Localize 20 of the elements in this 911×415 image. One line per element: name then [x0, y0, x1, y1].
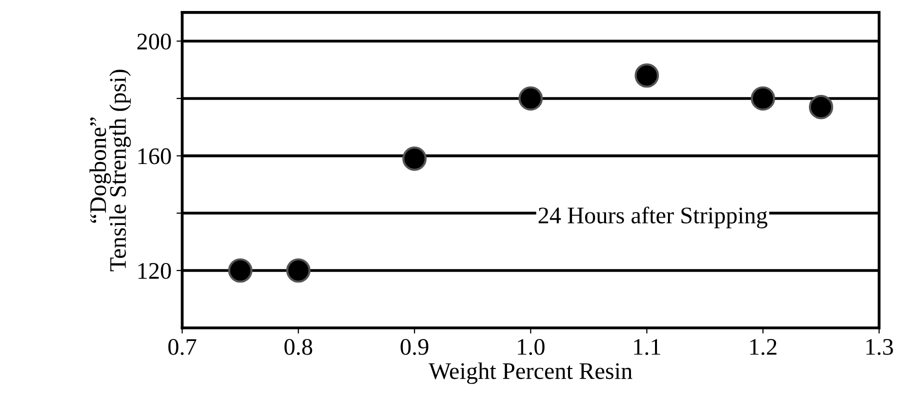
point [518, 86, 543, 111]
x-tick-label: 1.2 [750, 339, 776, 355]
x-tick-label: 1.3 [866, 339, 893, 355]
y-tick-label: 160 [138, 148, 171, 164]
x-tick-label: 0.7 [168, 338, 196, 355]
point [808, 94, 834, 120]
point [634, 63, 659, 88]
y-tick-label: 200 [137, 34, 171, 50]
point [228, 258, 252, 283]
annotation: 24 Hours after Stripping [538, 206, 768, 228]
x-axis-title: Weight Percent Resin [428, 362, 632, 384]
y-tick-label: 120 [138, 262, 171, 279]
x-tick-label: 1.0 [518, 338, 545, 355]
point [402, 146, 427, 171]
y-axis-title: “Dogbone” Tensile Strength (psi) [89, 70, 131, 272]
x-tick-label: 0.9 [400, 338, 428, 355]
x-tick-label: 0.8 [284, 338, 312, 355]
point [286, 258, 311, 283]
point [750, 86, 776, 111]
x-tick-label: 1.1 [634, 339, 660, 355]
